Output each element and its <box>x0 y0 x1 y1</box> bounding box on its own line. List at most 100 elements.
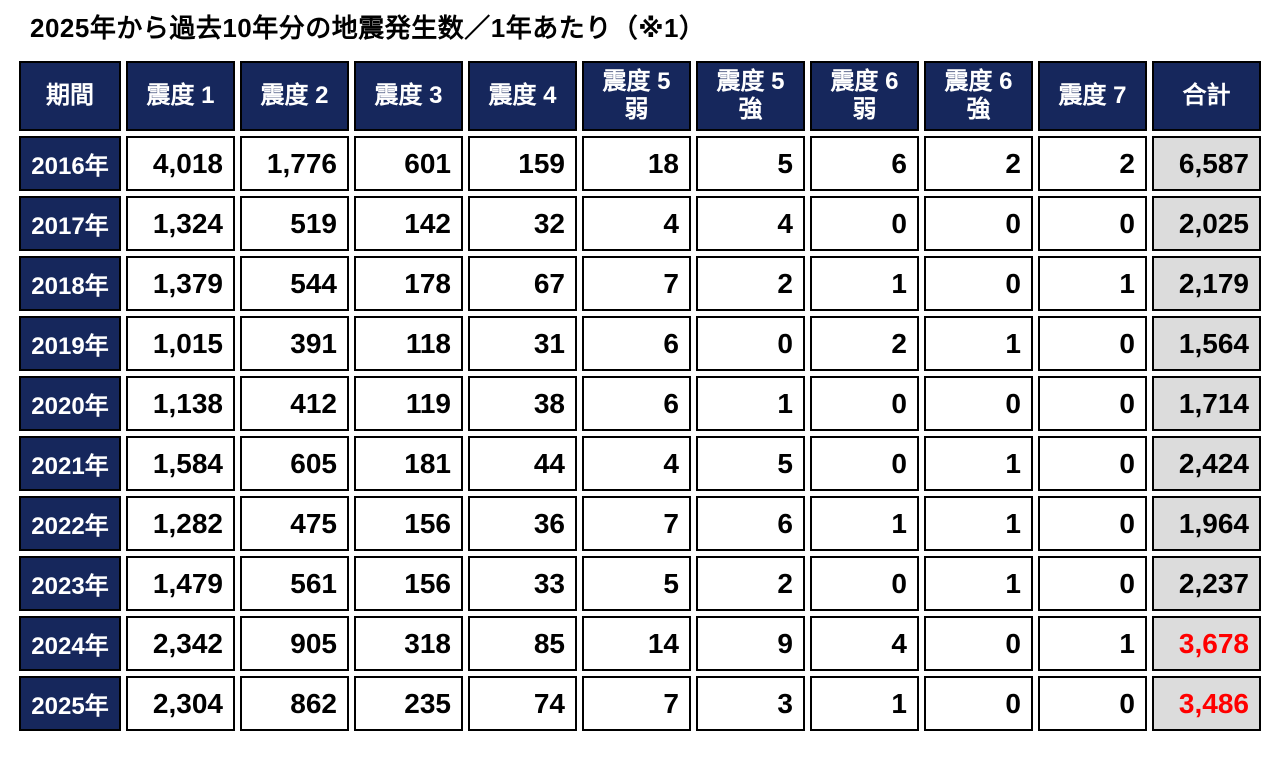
count-cell: 36 <box>468 496 577 551</box>
header-cell-intensity: 震度 3 <box>354 61 463 131</box>
period-cell: 2020年 <box>19 376 121 431</box>
period-cell: 2022年 <box>19 496 121 551</box>
header-cell-intensity: 震度 2 <box>240 61 349 131</box>
period-cell: 2017年 <box>19 196 121 251</box>
table-row: 2020年 1,138 412 119 38 6 1 0 0 0 1,714 <box>19 376 1261 431</box>
count-cell: 178 <box>354 256 463 311</box>
page-title: 2025年から過去10年分の地震発生数／1年あたり（※1） <box>30 13 706 43</box>
count-cell: 4 <box>696 196 805 251</box>
count-cell: 318 <box>354 616 463 671</box>
count-cell: 0 <box>924 256 1033 311</box>
count-cell: 1 <box>696 376 805 431</box>
count-cell: 2,304 <box>126 676 235 731</box>
count-cell: 1,776 <box>240 136 349 191</box>
count-cell: 181 <box>354 436 463 491</box>
table-row: 2022年 1,282 475 156 36 7 6 1 1 0 1,964 <box>19 496 1261 551</box>
count-cell: 156 <box>354 496 463 551</box>
table-row: 2017年 1,324 519 142 32 4 4 0 0 0 2,025 <box>19 196 1261 251</box>
count-cell: 0 <box>1038 496 1147 551</box>
count-cell: 2 <box>810 316 919 371</box>
header-cell-period: 期間 <box>19 61 121 131</box>
total-cell: 1,964 <box>1152 496 1261 551</box>
count-cell: 0 <box>696 316 805 371</box>
count-cell: 0 <box>924 616 1033 671</box>
count-cell: 119 <box>354 376 463 431</box>
period-cell: 2024年 <box>19 616 121 671</box>
count-cell: 7 <box>582 256 691 311</box>
count-cell: 38 <box>468 376 577 431</box>
count-cell: 905 <box>240 616 349 671</box>
count-cell: 31 <box>468 316 577 371</box>
total-cell: 2,179 <box>1152 256 1261 311</box>
count-cell: 6 <box>810 136 919 191</box>
count-cell: 391 <box>240 316 349 371</box>
count-cell: 601 <box>354 136 463 191</box>
count-cell: 5 <box>696 436 805 491</box>
count-cell: 1 <box>924 496 1033 551</box>
table-row: 2023年 1,479 561 156 33 5 2 0 1 0 2,237 <box>19 556 1261 611</box>
header-cell-intensity: 震度 6 強 <box>924 61 1033 131</box>
count-cell: 0 <box>924 196 1033 251</box>
count-cell: 5 <box>696 136 805 191</box>
header-cell-total: 合計 <box>1152 61 1261 131</box>
total-cell: 2,237 <box>1152 556 1261 611</box>
earthquake-count-table: 期間 震度 1 震度 2 震度 3 震度 4 震度 5 弱震度 5 強震度 6 弱震度 6… <box>14 56 1266 736</box>
count-cell: 1,584 <box>126 436 235 491</box>
count-cell: 4 <box>582 196 691 251</box>
header-cell-intensity: 震度 6 弱 <box>810 61 919 131</box>
table-row: 2018年 1,379 544 178 67 7 2 1 0 1 2,179 <box>19 256 1261 311</box>
count-cell: 118 <box>354 316 463 371</box>
total-cell: 2,424 <box>1152 436 1261 491</box>
count-cell: 3 <box>696 676 805 731</box>
count-cell: 1 <box>810 676 919 731</box>
period-cell: 2018年 <box>19 256 121 311</box>
header-cell-intensity: 震度 1 <box>126 61 235 131</box>
count-cell: 1 <box>1038 256 1147 311</box>
table-row: 2021年 1,584 605 181 44 4 5 0 1 0 2,424 <box>19 436 1261 491</box>
count-cell: 0 <box>810 556 919 611</box>
count-cell: 519 <box>240 196 349 251</box>
count-cell: 6 <box>582 316 691 371</box>
count-cell: 32 <box>468 196 577 251</box>
count-cell: 7 <box>582 676 691 731</box>
count-cell: 1 <box>924 316 1033 371</box>
total-cell: 1,564 <box>1152 316 1261 371</box>
count-cell: 4,018 <box>126 136 235 191</box>
count-cell: 1,324 <box>126 196 235 251</box>
count-cell: 1 <box>924 556 1033 611</box>
count-cell: 33 <box>468 556 577 611</box>
table-header: 期間 震度 1 震度 2 震度 3 震度 4 震度 5 弱震度 5 強震度 6 弱震度 6… <box>19 61 1261 131</box>
count-cell: 18 <box>582 136 691 191</box>
count-cell: 0 <box>1038 376 1147 431</box>
count-cell: 1 <box>810 496 919 551</box>
count-cell: 67 <box>468 256 577 311</box>
total-cell: 2,025 <box>1152 196 1261 251</box>
header-cell-intensity: 震度 5 弱 <box>582 61 691 131</box>
table-body: 2016年 4,018 1,776 601 159 18 5 6 2 2 6,587 2017年 1,3… <box>19 136 1261 731</box>
count-cell: 1,282 <box>126 496 235 551</box>
count-cell: 4 <box>810 616 919 671</box>
count-cell: 44 <box>468 436 577 491</box>
total-cell: 1,714 <box>1152 376 1261 431</box>
count-cell: 2 <box>1038 136 1147 191</box>
count-cell: 156 <box>354 556 463 611</box>
count-cell: 2,342 <box>126 616 235 671</box>
count-cell: 6 <box>582 376 691 431</box>
table-row: 2019年 1,015 391 118 31 6 0 2 1 0 1,564 <box>19 316 1261 371</box>
count-cell: 1,138 <box>126 376 235 431</box>
period-cell: 2021年 <box>19 436 121 491</box>
count-cell: 0 <box>1038 556 1147 611</box>
count-cell: 0 <box>1038 196 1147 251</box>
count-cell: 1 <box>924 436 1033 491</box>
count-cell: 2 <box>696 256 805 311</box>
total-cell: 3,486 <box>1152 676 1261 731</box>
count-cell: 1,015 <box>126 316 235 371</box>
header-cell-intensity: 震度 4 <box>468 61 577 131</box>
count-cell: 561 <box>240 556 349 611</box>
count-cell: 1 <box>810 256 919 311</box>
count-cell: 4 <box>582 436 691 491</box>
count-cell: 85 <box>468 616 577 671</box>
count-cell: 74 <box>468 676 577 731</box>
count-cell: 0 <box>810 196 919 251</box>
count-cell: 7 <box>582 496 691 551</box>
